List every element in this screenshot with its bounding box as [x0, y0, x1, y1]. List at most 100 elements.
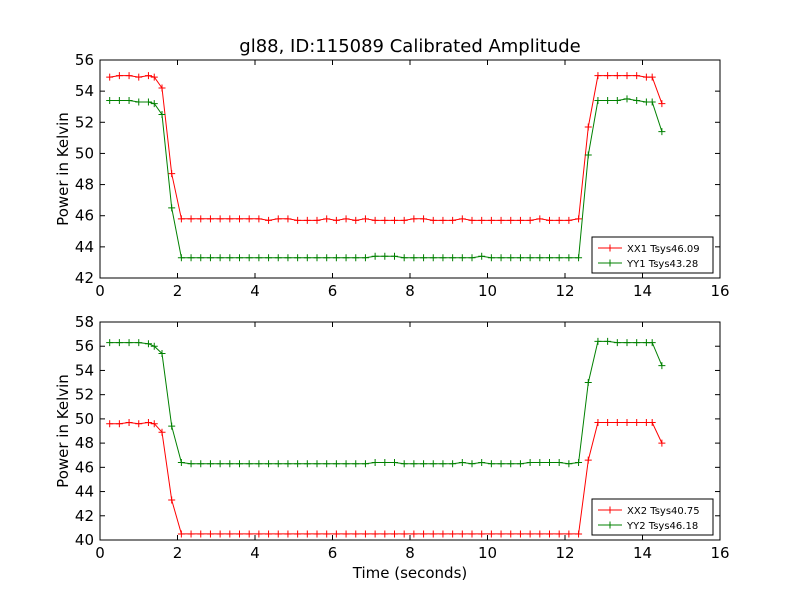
data-point: [274, 460, 282, 468]
x-tick-label: 8: [405, 282, 415, 300]
data-point: [604, 96, 612, 104]
data-point: [546, 530, 553, 538]
data-point: [125, 96, 133, 104]
x-tick-label: 2: [173, 282, 183, 300]
data-point: [216, 460, 224, 468]
data-point: [187, 530, 195, 538]
data-point: [575, 254, 583, 262]
data-point: [584, 456, 592, 464]
data-point: [236, 254, 243, 262]
data-point: [449, 216, 457, 224]
data-point: [604, 72, 612, 80]
data-point: [487, 460, 495, 468]
data-point: [274, 530, 282, 538]
legend-marker: [606, 521, 614, 529]
data-point: [342, 460, 350, 468]
x-tick-label: 2: [173, 544, 183, 562]
data-point: [371, 458, 379, 466]
data-point: [555, 216, 563, 224]
data-point: [478, 252, 486, 260]
y-tick-label: 42: [75, 269, 94, 287]
chart-title: gl88, ID:115089 Calibrated Amplitude: [239, 36, 580, 57]
data-point: [536, 254, 544, 262]
x-tick-label: 16: [710, 544, 729, 562]
data-point: [449, 530, 457, 538]
data-point: [487, 216, 495, 224]
data-point: [313, 216, 321, 224]
y-tick-label: 56: [75, 337, 94, 355]
data-point: [361, 254, 369, 262]
data-point: [584, 151, 592, 159]
data-point: [255, 215, 263, 223]
legend-label: XX2 Tsys40.75: [627, 506, 700, 517]
series-1-group: [106, 72, 666, 224]
data-point: [516, 530, 524, 538]
data-point: [265, 530, 273, 538]
data-point: [516, 460, 524, 468]
data-point: [245, 215, 253, 223]
data-point: [371, 530, 379, 538]
data-point: [323, 530, 331, 538]
data-point: [150, 100, 158, 108]
data-point: [313, 460, 321, 468]
data-point: [342, 530, 350, 538]
data-point: [536, 530, 544, 538]
data-point: [313, 530, 321, 538]
data-point: [361, 460, 369, 468]
data-point: [265, 460, 273, 468]
data-point: [255, 254, 263, 262]
data-point: [468, 460, 476, 468]
y-axis-label: Power in Kelvin: [54, 112, 72, 226]
x-tick-label: 12: [555, 544, 574, 562]
data-point: [206, 530, 214, 538]
legend-marker: [606, 244, 614, 252]
data-point: [226, 215, 234, 223]
data-point: [623, 419, 631, 427]
data-point: [658, 439, 666, 447]
data-point: [478, 216, 486, 224]
x-tick-label: 10: [478, 544, 497, 562]
data-point: [633, 72, 641, 80]
data-point: [633, 339, 641, 347]
x-tick-label: 6: [328, 282, 338, 300]
data-point: [352, 254, 360, 262]
y-tick-label: 50: [75, 410, 94, 428]
x-tick-label: 12: [555, 282, 574, 300]
data-point: [125, 339, 133, 347]
data-point: [168, 204, 176, 212]
data-point: [507, 530, 515, 538]
data-point: [565, 216, 573, 224]
y-tick-label: 44: [75, 483, 94, 501]
data-point: [187, 460, 195, 468]
data-point: [381, 458, 389, 466]
data-point: [648, 73, 656, 81]
data-point: [584, 379, 592, 387]
data-point: [206, 254, 214, 262]
data-point: [177, 458, 185, 466]
data-point: [106, 339, 114, 347]
data-point: [613, 72, 621, 80]
data-point: [497, 530, 505, 538]
data-point: [245, 460, 253, 468]
y-tick-label: 54: [75, 82, 94, 100]
data-point: [284, 530, 292, 538]
series-2-group: [106, 95, 666, 262]
data-point: [226, 460, 234, 468]
data-point: [633, 96, 641, 104]
data-point: [303, 216, 311, 224]
data-point: [565, 530, 573, 538]
data-point: [648, 98, 656, 106]
data-point: [575, 458, 583, 466]
data-point: [526, 530, 534, 538]
data-point: [342, 215, 350, 223]
data-point: [555, 530, 563, 538]
data-point: [604, 337, 612, 345]
data-point: [115, 420, 123, 428]
data-point: [623, 339, 631, 347]
legend-label: YY1 Tsys43.28: [626, 259, 698, 270]
data-point: [449, 460, 457, 468]
data-point: [516, 216, 524, 224]
data-point: [332, 216, 340, 224]
data-point: [391, 216, 398, 224]
